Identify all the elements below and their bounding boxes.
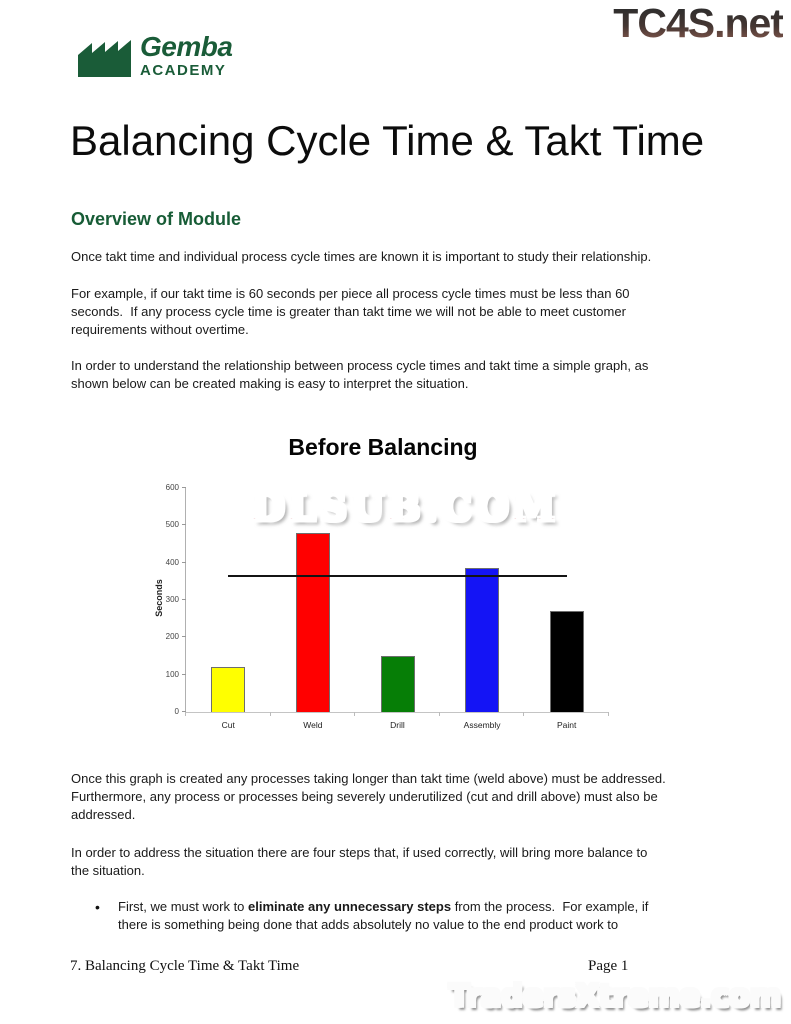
paragraph-1: Once takt time and individual process cy… bbox=[71, 249, 652, 264]
section-heading: Overview of Module bbox=[71, 209, 242, 229]
bullet-icon: • bbox=[95, 899, 100, 915]
before-balancing-chart: Before Balancing Seconds 0 100 200 300 400 50… bbox=[148, 434, 618, 736]
paragraph-2: For example, if our takt time is 60 seco… bbox=[71, 286, 630, 337]
y-tick-label: 500 bbox=[165, 520, 179, 530]
y-tick-label: 0 bbox=[174, 707, 179, 716]
paragraph-4: Once this graph is created any processes… bbox=[71, 771, 666, 822]
y-tick-mark bbox=[182, 711, 186, 712]
y-tick-mark bbox=[182, 561, 186, 563]
y-tick-mark bbox=[182, 524, 186, 526]
x-tick-label: Drill bbox=[390, 720, 405, 730]
tc4s-watermark: TC4S.net bbox=[613, 0, 784, 46]
paragraph-3: In order to understand the relationship … bbox=[71, 358, 649, 391]
x-tick-mark bbox=[523, 712, 525, 716]
bar-cut bbox=[211, 667, 246, 712]
x-tick-mark bbox=[269, 712, 271, 716]
x-tick-mark bbox=[185, 712, 186, 716]
bar-weld bbox=[295, 532, 330, 712]
logo-wordmark: Gemba bbox=[140, 31, 233, 62]
y-tick-mark bbox=[182, 487, 186, 488]
factory-icon bbox=[78, 35, 136, 77]
x-tick-label: Assembly bbox=[463, 720, 501, 730]
y-tick-label: 100 bbox=[165, 669, 179, 679]
logo-subtitle: ACADEMY bbox=[140, 62, 227, 79]
x-tick-label: Weld bbox=[303, 720, 323, 730]
x-tick-label: Paint bbox=[557, 720, 577, 730]
bullet-text-bold: eliminate any unnecessary steps bbox=[248, 899, 452, 914]
y-tick-mark bbox=[182, 673, 186, 675]
bullet-text: First, we must work to eliminate any unn… bbox=[118, 898, 738, 934]
y-tick-mark bbox=[182, 636, 186, 638]
bullet-text-pre: First, we must work to bbox=[118, 899, 249, 914]
x-tick-label: Cut bbox=[221, 720, 235, 730]
bullet-item: • First, we must work to eliminate any u… bbox=[95, 898, 755, 934]
footer-page-number: Page 1 bbox=[588, 958, 629, 974]
bullet-text-post: from the process. For example, if there … bbox=[118, 899, 649, 932]
y-tick-label: 200 bbox=[165, 632, 179, 642]
x-tick-mark bbox=[608, 712, 609, 716]
y-tick-label: 600 bbox=[165, 483, 179, 492]
page-title: Balancing Cycle Time & Takt Time bbox=[70, 117, 705, 164]
y-tick-label: 400 bbox=[165, 557, 179, 567]
bar-drill bbox=[380, 656, 415, 712]
dlsub-watermark: DLSUB.COM bbox=[252, 483, 560, 530]
x-tick-mark bbox=[438, 712, 440, 716]
bar-paint bbox=[549, 611, 584, 712]
y-tick-mark bbox=[182, 599, 186, 600]
gemba-academy-logo: Gemba ACADEMY bbox=[78, 31, 233, 79]
x-tick-mark bbox=[354, 712, 356, 716]
bar-assembly bbox=[465, 568, 500, 712]
footer-chapter-title: 7. Balancing Cycle Time & Takt Time bbox=[70, 958, 300, 974]
tradersxtreme-watermark: TradersXtreme.com bbox=[449, 979, 781, 1014]
paragraph-5: In order to address the situation there … bbox=[71, 845, 648, 878]
y-tick-label: 300 bbox=[165, 595, 179, 604]
chart-title: Before Balancing bbox=[288, 434, 478, 460]
chart-plot-area: Seconds 0 100 200 300 400 500 600 Cut Weld Drill A… bbox=[154, 483, 609, 730]
takt-time-line bbox=[228, 574, 567, 577]
